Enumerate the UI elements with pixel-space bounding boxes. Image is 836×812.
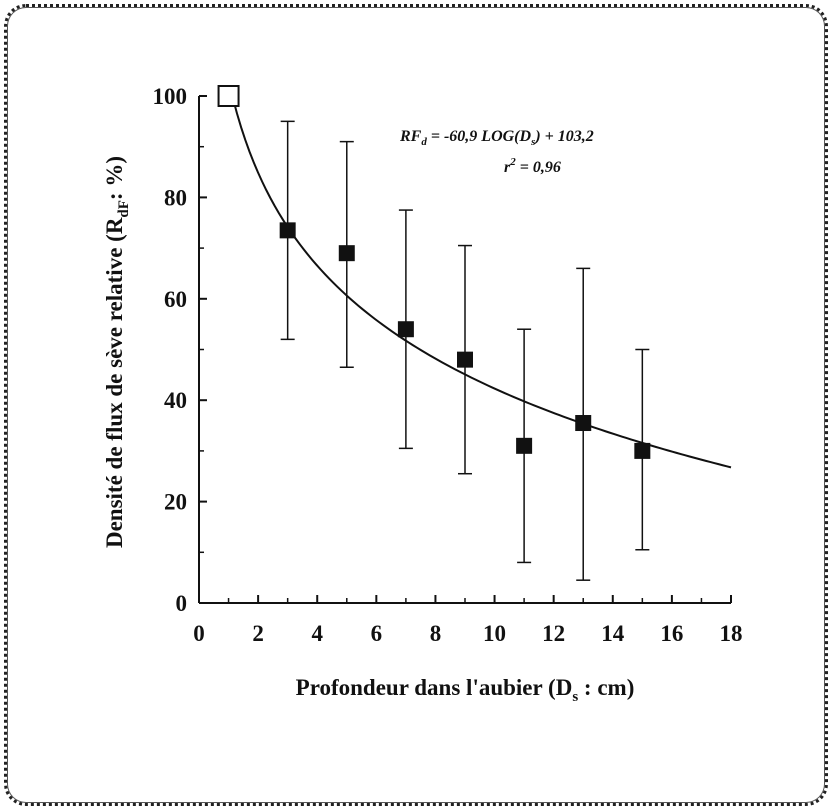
filled-square-marker — [457, 351, 473, 368]
filled-square-marker — [279, 222, 296, 239]
filled-square-marker — [338, 245, 355, 262]
figure-frame — [4, 4, 828, 806]
filled-square-marker — [516, 437, 533, 454]
equation-line-1: RFd = -60,9 LOG(Ds) + 103,2 — [399, 128, 594, 148]
y-axis-title: Densité de flux de sève relative (RdF: %… — [102, 156, 132, 548]
log-fit-line — [228, 95, 732, 469]
x-tick-label: 6 — [371, 621, 383, 646]
equation-line-2: r2 = 0,96 — [504, 156, 561, 176]
x-axis-title: Profondeur dans l'aubier (Ds : cm) — [296, 675, 635, 705]
tick-labels: 0 2 4 6 8 10 12 14 16 18 0 20 40 60 80 100 — [153, 84, 743, 646]
data-points — [217, 85, 651, 459]
x-tick-label: 8 — [430, 621, 442, 646]
x-tick-label: 0 — [193, 621, 205, 646]
filled-square-marker — [634, 442, 651, 459]
y-tick-label: 60 — [164, 287, 187, 312]
open-square-marker — [217, 85, 240, 107]
y-tick-label: 100 — [153, 84, 188, 109]
filled-square-marker — [575, 415, 592, 432]
x-tick-label: 18 — [720, 621, 743, 646]
x-tick-label: 16 — [660, 621, 683, 646]
y-tick-label: 20 — [164, 490, 187, 515]
y-tick-label: 80 — [164, 185, 187, 210]
y-tick-label: 0 — [176, 591, 188, 616]
filled-square-marker — [397, 321, 414, 338]
x-tick-label: 10 — [483, 621, 506, 646]
x-tick-label: 2 — [252, 621, 264, 646]
x-tick-label: 12 — [542, 621, 565, 646]
error-bars — [280, 120, 650, 581]
fit-curve — [228, 95, 732, 469]
axes — [198, 95, 732, 604]
x-tick-label: 4 — [311, 621, 323, 646]
y-tick-label: 40 — [164, 388, 187, 413]
x-tick-label: 14 — [601, 621, 625, 646]
